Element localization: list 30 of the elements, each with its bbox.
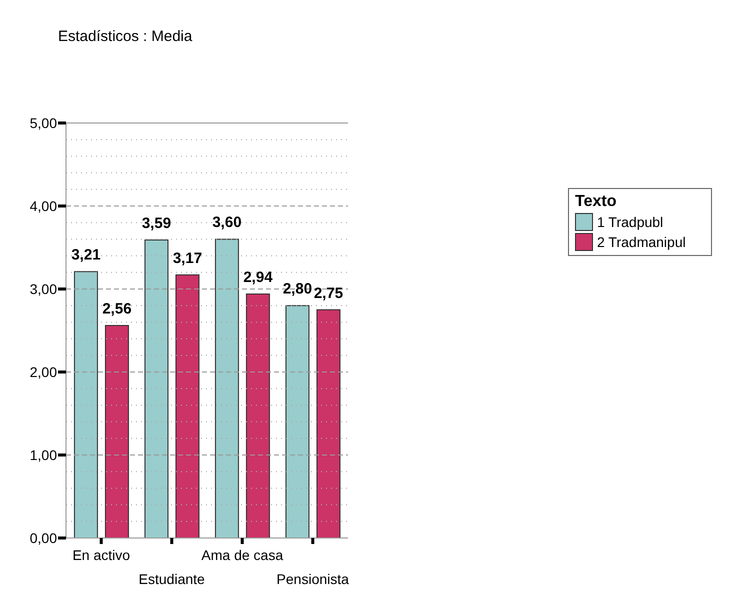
y-tick-label: 3,00: [30, 281, 58, 297]
data-label: 3,59: [142, 215, 172, 232]
legend-title: Texto: [575, 193, 618, 211]
bar: [144, 240, 168, 538]
legend-label: 1 Tradpubl: [596, 213, 664, 231]
data-label: 3,17: [172, 250, 202, 267]
y-tick-label: 4,00: [30, 198, 58, 214]
legend-label: 2 Tradmanipul: [596, 233, 687, 251]
x-tick-label: Ama de casa: [201, 547, 284, 563]
x-tick-label: Estudiante: [138, 571, 206, 587]
data-label: 2,56: [102, 300, 132, 318]
bar: [316, 309, 340, 538]
bar: [175, 274, 200, 538]
y-tick-label: 1,00: [30, 447, 58, 463]
bar: [74, 271, 98, 538]
data-label: 2,75: [314, 284, 344, 302]
x-tick-label: En activo: [72, 547, 130, 563]
bar: [104, 325, 129, 538]
y-tick-label: 0,00: [30, 530, 58, 546]
data-label: 2,94: [243, 268, 274, 286]
y-tick-label: 2,00: [30, 364, 58, 380]
data-label: 3,21: [71, 246, 101, 264]
data-label: 3,60: [212, 214, 242, 232]
y-tick-label: 5,00: [30, 115, 58, 131]
chart-title: Estadísticos : Media: [57, 27, 194, 47]
x-tick-label: Pensionista: [276, 571, 350, 587]
data-label: 2,80: [282, 280, 312, 298]
bar: [246, 293, 270, 538]
bar: [214, 238, 239, 538]
bar: [285, 305, 310, 538]
